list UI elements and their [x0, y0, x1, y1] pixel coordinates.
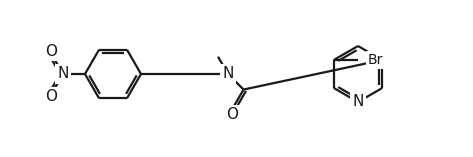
- Text: N: N: [222, 67, 234, 81]
- Text: O: O: [45, 44, 57, 59]
- Text: N: N: [352, 95, 364, 109]
- Text: N: N: [57, 67, 69, 81]
- Text: O: O: [45, 89, 57, 104]
- Text: Br: Br: [368, 53, 383, 67]
- Text: O: O: [227, 107, 238, 122]
